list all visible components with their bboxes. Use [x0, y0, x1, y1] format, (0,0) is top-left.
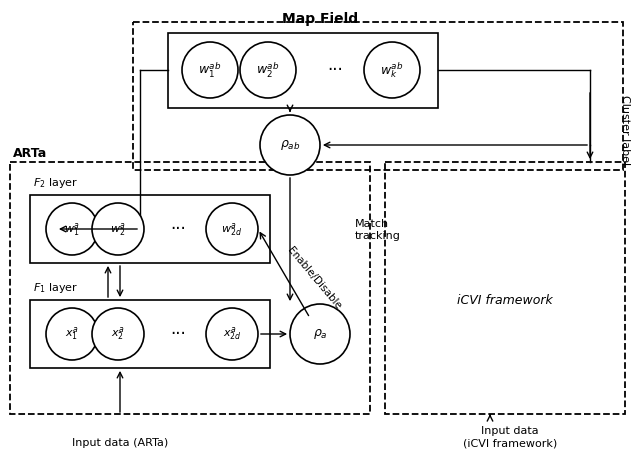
- Bar: [385, 162, 625, 414]
- Text: ···: ···: [170, 220, 186, 238]
- Text: Input data
(iCVI framework): Input data (iCVI framework): [463, 426, 557, 448]
- Text: $w_2^{a}$: $w_2^{a}$: [110, 220, 126, 238]
- Bar: [133, 22, 623, 170]
- Ellipse shape: [260, 115, 320, 175]
- Bar: [168, 33, 438, 108]
- Bar: [10, 162, 370, 414]
- Text: ···: ···: [327, 61, 343, 79]
- Ellipse shape: [206, 203, 258, 255]
- Bar: [30, 300, 270, 368]
- Text: $w_k^{ab}$: $w_k^{ab}$: [380, 60, 404, 80]
- Bar: [30, 195, 270, 263]
- Text: Enable/Disable: Enable/Disable: [285, 245, 342, 311]
- Text: ARTa: ARTa: [13, 147, 47, 160]
- Text: $w_{2d}^{a}$: $w_{2d}^{a}$: [221, 220, 243, 238]
- Text: $F_1$ layer: $F_1$ layer: [33, 281, 78, 295]
- Ellipse shape: [92, 203, 144, 255]
- Ellipse shape: [290, 304, 350, 364]
- Ellipse shape: [182, 42, 238, 98]
- Text: $F_2$ layer: $F_2$ layer: [33, 176, 78, 190]
- Text: iCVI framework: iCVI framework: [457, 294, 553, 306]
- Text: $w_2^{ab}$: $w_2^{ab}$: [257, 60, 280, 80]
- Text: $x_1^{a}$: $x_1^{a}$: [65, 326, 79, 343]
- Text: $w_1^{ab}$: $w_1^{ab}$: [198, 60, 221, 80]
- Ellipse shape: [364, 42, 420, 98]
- Text: Map Field: Map Field: [282, 12, 358, 26]
- Text: Cluster label: Cluster label: [620, 95, 630, 165]
- Text: $\rho_{ab}$: $\rho_{ab}$: [280, 138, 300, 152]
- Text: Input data (ARTa): Input data (ARTa): [72, 438, 168, 448]
- Ellipse shape: [46, 308, 98, 360]
- Text: Match
tracking: Match tracking: [355, 219, 401, 241]
- Text: $x_{2d}^{a}$: $x_{2d}^{a}$: [223, 326, 241, 343]
- Text: $w_1^{a}$: $w_1^{a}$: [64, 220, 80, 238]
- Text: $x_2^{a}$: $x_2^{a}$: [111, 326, 125, 343]
- Ellipse shape: [206, 308, 258, 360]
- Ellipse shape: [240, 42, 296, 98]
- Text: ···: ···: [170, 325, 186, 343]
- Ellipse shape: [92, 308, 144, 360]
- Ellipse shape: [46, 203, 98, 255]
- Text: $\rho_{a}$: $\rho_{a}$: [313, 327, 327, 341]
